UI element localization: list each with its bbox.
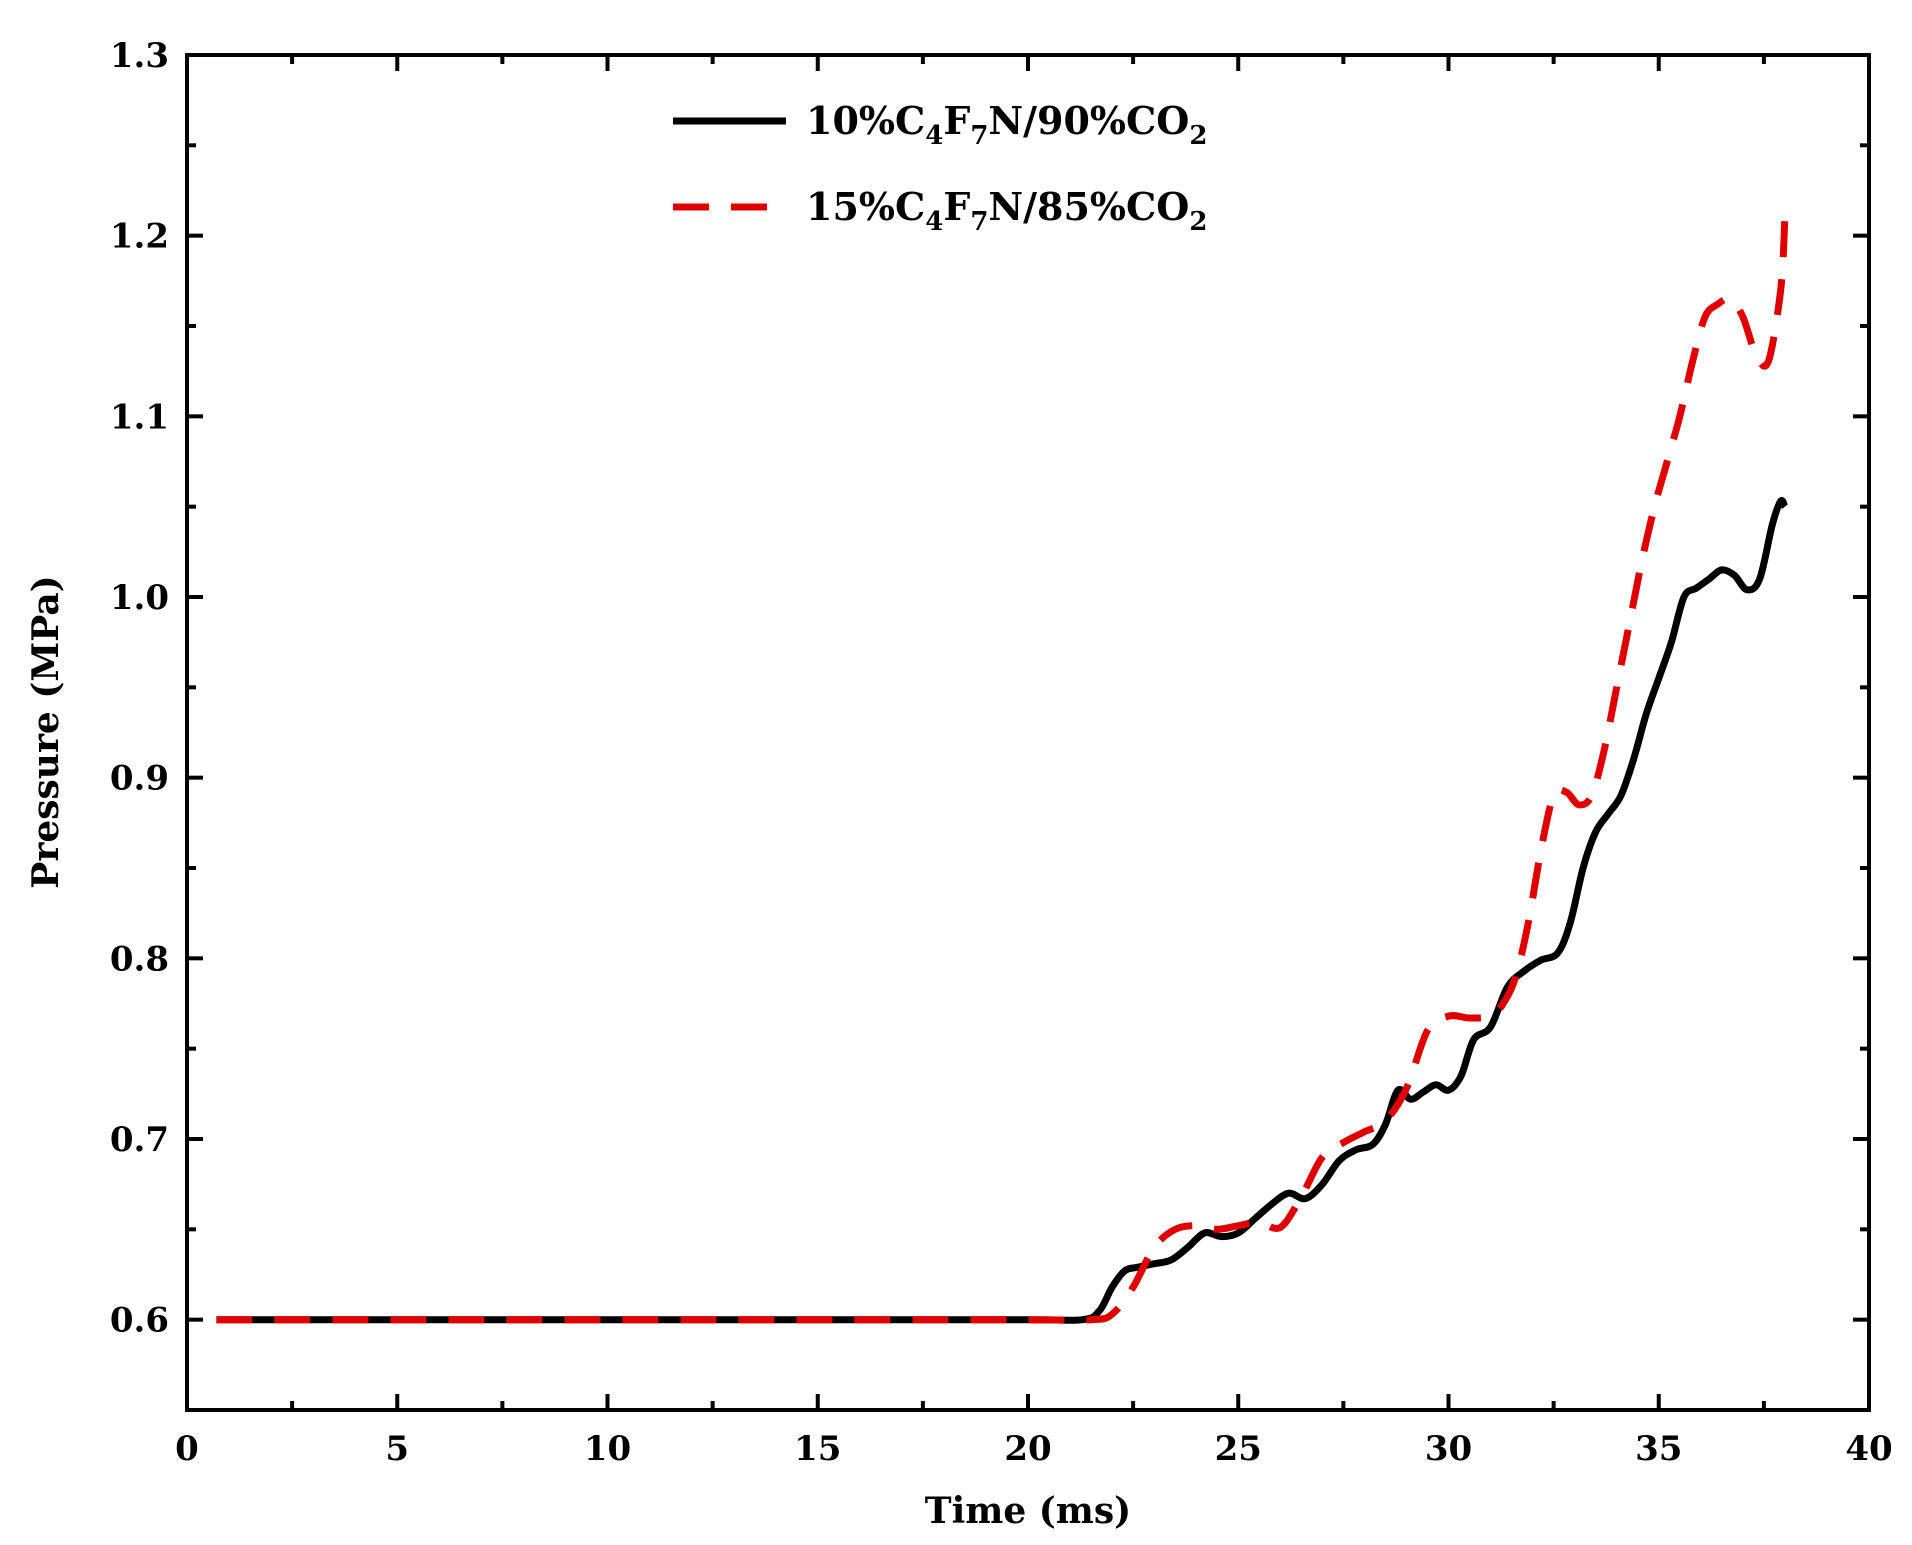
y-tick-label: 1.3 — [110, 36, 169, 76]
series-line-2 — [216, 217, 1789, 1324]
legend-label-part: 2 — [1189, 121, 1207, 151]
x-axis-title: Time (ms) — [925, 1490, 1131, 1532]
x-tick-label: 30 — [1425, 1429, 1472, 1469]
x-tick-label: 0 — [175, 1429, 199, 1469]
legend-label-part: F — [943, 184, 970, 229]
x-tick-label: 10 — [584, 1429, 631, 1469]
legend-label-part: 4 — [925, 121, 943, 151]
y-axis-title: Pressure (MPa) — [25, 575, 67, 888]
legend-label-part: N/90%CO — [988, 98, 1189, 143]
legend-label-part: F — [943, 98, 970, 143]
plot-lines — [216, 217, 1789, 1324]
x-tick-label: 20 — [1004, 1429, 1051, 1469]
legend-label-part: 7 — [970, 207, 988, 237]
legend-label-1: 10%C4F7N/90%CO2 — [806, 98, 1207, 151]
legend-label-2: 15%C4F7N/85%CO2 — [806, 184, 1207, 237]
legend-label-part: 4 — [925, 207, 943, 237]
x-tick-label: 25 — [1215, 1429, 1262, 1469]
x-tick-label: 35 — [1635, 1429, 1682, 1469]
legend-label-part: 10%C — [806, 98, 925, 143]
x-tick-label: 40 — [1845, 1429, 1892, 1469]
legend-label-part: N/85%CO — [988, 184, 1189, 229]
y-tick-label: 0.7 — [110, 1120, 169, 1160]
axis-ticks: 0 5 10 15 20 25 30 35 40 0.6 0.7 0.8 0.9 1.0 1.1 1.2 1.3 — [110, 36, 1893, 1469]
y-tick-label: 1.0 — [110, 578, 169, 618]
y-tick-label: 0.6 — [110, 1301, 169, 1341]
legend-label-part: 7 — [970, 121, 988, 151]
y-tick-label: 1.2 — [110, 217, 169, 257]
x-tick-label: 5 — [385, 1429, 409, 1469]
series-line-1 — [216, 497, 1789, 1324]
legend-label-part: 15%C — [806, 184, 925, 229]
y-tick-label: 1.1 — [110, 397, 169, 437]
x-tick-label: 15 — [794, 1429, 841, 1469]
legend-label-part: 2 — [1189, 207, 1207, 237]
y-tick-label: 0.9 — [110, 759, 169, 799]
y-tick-label: 0.8 — [110, 939, 169, 979]
